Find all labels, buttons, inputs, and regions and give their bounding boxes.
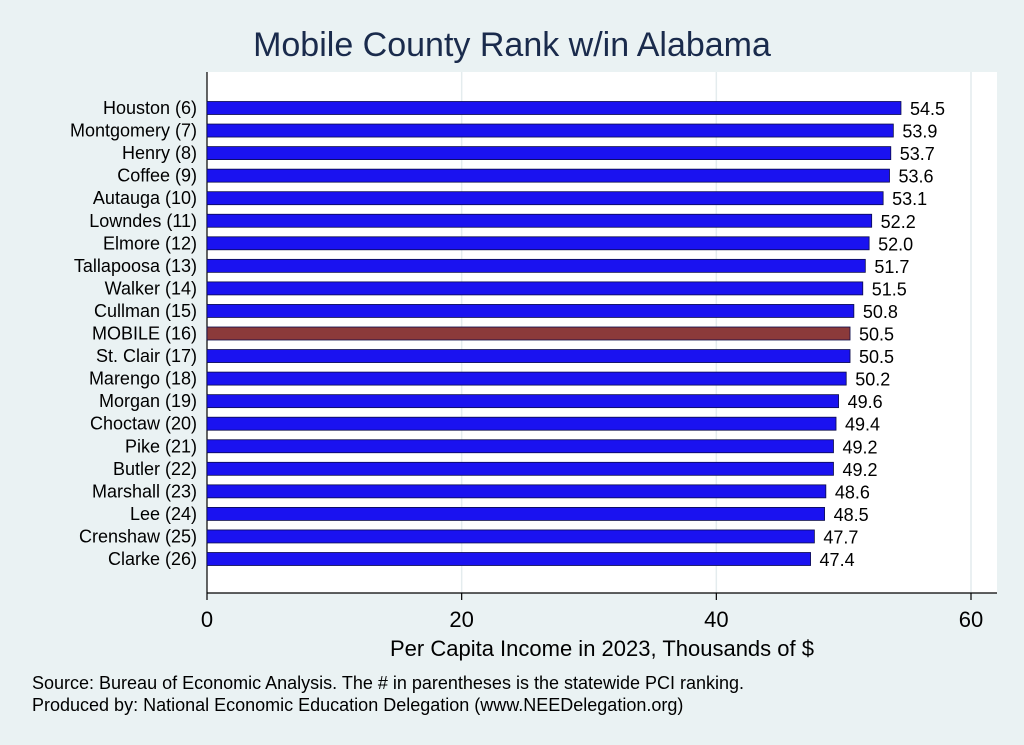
bar: [206, 506, 825, 521]
bar: [206, 349, 851, 363]
data-label: 48.6: [835, 482, 870, 502]
bar: [206, 416, 837, 431]
x-tick-label: 60: [959, 607, 983, 632]
category-label: Autauga (10): [93, 188, 197, 208]
data-label: 49.2: [842, 460, 877, 480]
bar: [206, 236, 870, 251]
bar: [206, 123, 894, 138]
data-label: 49.4: [845, 415, 880, 435]
bar: [206, 101, 902, 115]
data-label: 52.2: [881, 212, 916, 232]
category-label: Lee (24): [130, 504, 197, 524]
data-label: 50.8: [863, 302, 898, 322]
bar: [206, 552, 811, 566]
bar: [206, 394, 839, 409]
category-label: Butler (22): [113, 459, 197, 479]
data-label: 50.2: [855, 370, 890, 390]
data-label: 49.6: [848, 392, 883, 412]
data-label: 51.5: [872, 279, 907, 299]
data-label: 53.7: [900, 144, 935, 164]
bar: [206, 461, 834, 476]
data-label: 53.9: [902, 122, 937, 142]
bar: [206, 326, 851, 341]
bar: [206, 146, 892, 161]
category-label: Lowndes (11): [89, 211, 197, 231]
bar: [206, 258, 866, 273]
data-label: 54.5: [910, 99, 945, 119]
bar: [206, 484, 827, 499]
category-label: MOBILE (16): [92, 324, 197, 344]
category-label: Walker (14): [105, 278, 197, 298]
category-label: Cullman (15): [94, 301, 197, 321]
category-label: Henry (8): [122, 143, 197, 163]
data-label: 47.4: [820, 550, 855, 570]
category-label: Morgan (19): [99, 391, 197, 411]
category-label: Marshall (23): [92, 481, 197, 501]
source-note: Source: Bureau of Economic Analysis. The…: [32, 673, 745, 693]
bar: [206, 371, 847, 386]
bar: [206, 168, 890, 183]
chart-footnote: Source: Bureau of Economic Analysis. The…: [32, 672, 744, 716]
data-label: 49.2: [842, 437, 877, 457]
bar: [206, 439, 834, 454]
category-label: Tallapoosa (13): [74, 256, 197, 276]
data-label: 51.7: [874, 257, 909, 277]
data-label: 50.5: [859, 347, 894, 367]
bar: [206, 213, 873, 228]
bar: [206, 529, 815, 544]
chart-title: Mobile County Rank w/in Alabama: [253, 26, 771, 64]
x-tick-label: 0: [201, 607, 213, 632]
data-label: 47.7: [823, 527, 858, 547]
data-label: 53.6: [899, 167, 934, 187]
category-label: Coffee (9): [117, 166, 197, 186]
category-label: Pike (21): [125, 436, 197, 456]
category-label: Houston (6): [103, 98, 197, 118]
data-label: 52.0: [878, 234, 913, 254]
data-label: 50.5: [859, 325, 894, 345]
category-label: St. Clair (17): [96, 346, 197, 366]
category-label: Clarke (26): [108, 549, 197, 569]
category-label: Elmore (12): [103, 233, 197, 253]
category-label: Montgomery (7): [70, 121, 197, 141]
category-label: Crenshaw (25): [79, 526, 197, 546]
bar: [206, 304, 855, 318]
x-axis-label: Per Capita Income in 2023, Thousands of …: [390, 636, 814, 661]
category-label: Marengo (18): [89, 369, 197, 389]
bar: [206, 191, 884, 206]
x-tick-label: 40: [704, 607, 728, 632]
x-tick-label: 20: [449, 607, 473, 632]
producer-note: Produced by: National Economic Education…: [32, 695, 684, 715]
bar: [206, 281, 864, 296]
category-label: Choctaw (20): [90, 414, 197, 434]
data-label: 53.1: [892, 189, 927, 209]
data-label: 48.5: [834, 505, 869, 525]
